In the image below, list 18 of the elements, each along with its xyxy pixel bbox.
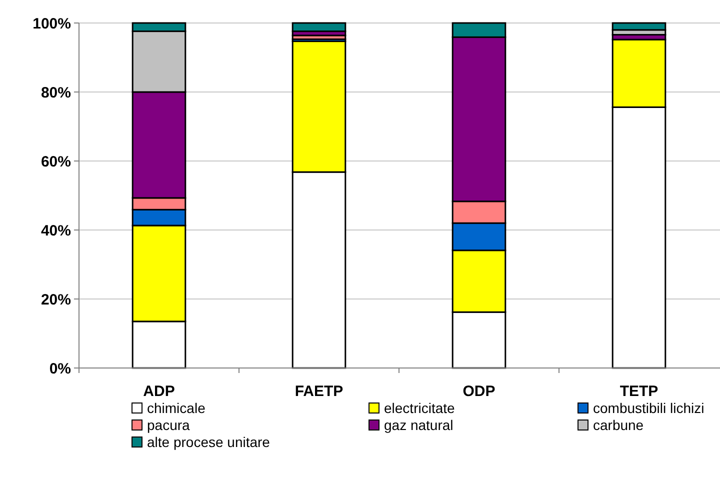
y-tick-label: 20% [40,291,71,308]
legend-label: alte procese unitare [147,434,270,450]
x-tick-label: ADP [143,383,175,400]
legend-label: chimicale [147,400,206,416]
legend-label: electricitate [384,400,456,416]
legend-label: pacura [147,416,190,433]
y-tick-label: 100% [32,15,71,32]
legend-label: gaz natural [384,416,454,433]
y-tick-label: 0% [49,360,71,378]
x-tick-label: ODP [462,383,496,400]
y-tick-label: 80% [40,84,71,102]
y-tick-label: 60% [40,153,71,170]
x-tick-label: TETP [620,383,658,400]
legend-label: carbune [593,416,644,433]
legend-label: combustibili lichizi [593,400,704,416]
x-tick-label: FAETP [294,383,344,400]
y-tick-label: 40% [40,222,71,240]
bar [292,22,346,32]
